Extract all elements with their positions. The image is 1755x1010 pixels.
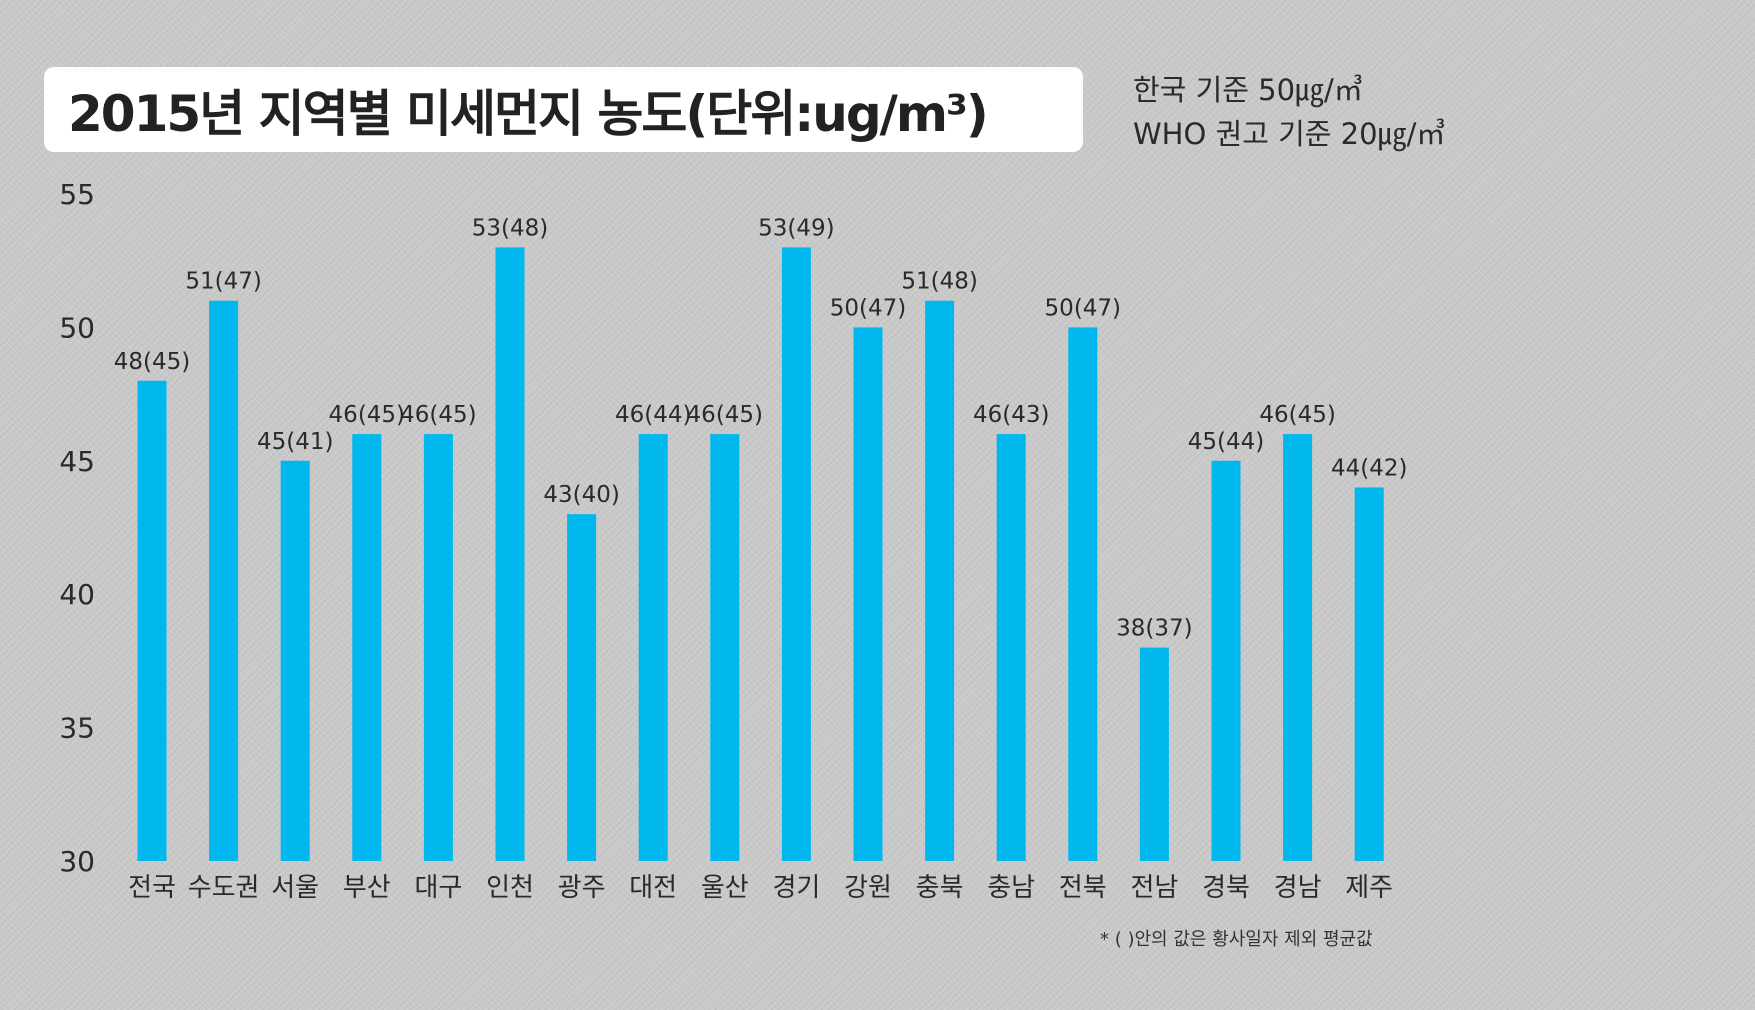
bar (1068, 327, 1098, 861)
standards-note: 한국 기준 50㎍/㎥ WHO 권고 기준 20㎍/㎥ (1133, 68, 1445, 156)
y-tick-label: 55 (59, 178, 95, 211)
bar (1139, 647, 1169, 861)
x-tick-label: 대전 (629, 873, 677, 903)
data-label: 46(43) (973, 402, 1049, 428)
data-label: 53(48) (472, 215, 548, 241)
data-label: 44(42) (1331, 455, 1407, 481)
data-label: 46(45) (329, 402, 405, 428)
x-tick-label: 충남 (987, 873, 1035, 903)
data-label: 38(37) (1116, 616, 1192, 642)
data-label: 45(41) (257, 429, 333, 455)
y-tick-label: 45 (59, 445, 95, 478)
x-tick-label: 수도권 (188, 873, 260, 903)
data-label: 46(45) (687, 402, 763, 428)
bar (352, 434, 382, 861)
data-label: 46(44) (615, 402, 691, 428)
bar (853, 327, 883, 861)
chart-title: 2015년 지역별 미세먼지 농도(단위:ug/m³) (68, 84, 989, 143)
bar (567, 514, 597, 861)
bar (1354, 487, 1384, 861)
x-tick-label: 경북 (1202, 873, 1250, 903)
x-tick-label: 경남 (1274, 873, 1322, 903)
x-tick-label: 광주 (558, 873, 606, 903)
bar (925, 300, 955, 862)
x-tick-label: 울산 (701, 873, 749, 903)
title-box: 2015년 지역별 미세먼지 농도(단위:ug/m³) (44, 67, 1083, 152)
data-label: 46(45) (400, 402, 476, 428)
x-tick-label: 전북 (1059, 873, 1107, 903)
x-tick-label: 강원 (844, 873, 892, 903)
data-label: 50(47) (1045, 295, 1121, 321)
data-label: 46(45) (1259, 402, 1335, 428)
bar (638, 434, 668, 861)
bar (996, 434, 1026, 861)
footnote: * ( )안의 값은 황사일자 제외 평균값 (1100, 929, 1373, 950)
bar (137, 380, 167, 861)
korea-standard: 한국 기준 50㎍/㎥ (1133, 73, 1363, 107)
x-tick-label: 부산 (343, 873, 391, 903)
data-label: 51(47) (185, 269, 261, 295)
x-tick-label: 전남 (1130, 873, 1178, 903)
x-tick-label: 충북 (916, 873, 964, 903)
x-tick-label: 제주 (1345, 873, 1393, 903)
who-standard: WHO 권고 기준 20㎍/㎥ (1133, 117, 1446, 151)
data-label: 53(49) (758, 215, 834, 241)
bar (495, 247, 525, 862)
bar (209, 300, 239, 862)
data-label: 50(47) (830, 295, 906, 321)
y-tick-label: 30 (59, 845, 95, 878)
y-tick-label: 40 (59, 578, 95, 611)
bar (710, 434, 740, 861)
data-label: 43(40) (543, 482, 619, 508)
y-tick-label: 50 (59, 311, 95, 344)
bar (781, 247, 811, 862)
data-label: 48(45) (114, 349, 190, 375)
x-tick-label: 전국 (128, 873, 176, 903)
data-label: 45(44) (1188, 429, 1264, 455)
bar (423, 434, 453, 861)
x-tick-label: 인천 (486, 873, 534, 903)
x-tick-label: 대구 (414, 873, 462, 903)
data-label: 51(48) (901, 269, 977, 295)
bar (1283, 434, 1313, 861)
x-tick-label: 서울 (271, 873, 319, 903)
y-tick-label: 35 (59, 712, 95, 745)
bar (280, 460, 310, 861)
bar (1211, 460, 1241, 861)
x-tick-label: 경기 (772, 873, 820, 903)
